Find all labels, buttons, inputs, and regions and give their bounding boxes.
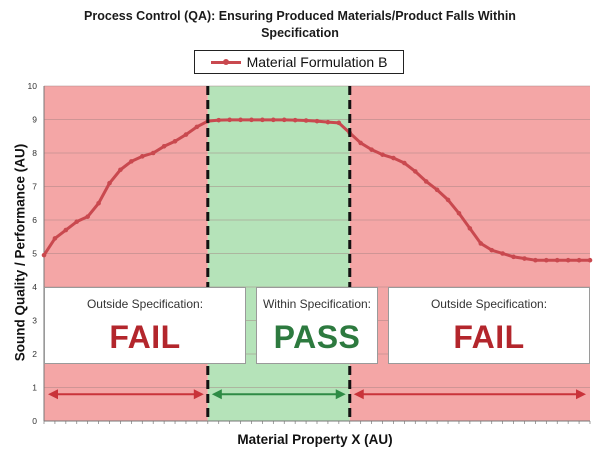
data-point: [96, 200, 101, 206]
zone-box-right: Outside Specification: FAIL: [388, 287, 590, 364]
data-point: [52, 236, 58, 241]
data-point: [554, 257, 560, 263]
data-point: [533, 257, 538, 263]
legend-label: Material Formulation B: [246, 54, 388, 70]
data-point: [445, 197, 451, 203]
data-point: [183, 132, 189, 137]
chart-title-line1: Process Control (QA): Ensuring Produced …: [84, 9, 516, 23]
data-point: [565, 257, 571, 263]
data-point: [380, 152, 385, 157]
data-point: [63, 227, 69, 233]
y-tick-label: 10: [28, 81, 38, 91]
zone-box-middle: Within Specification: PASS: [256, 287, 378, 364]
zone-right-heading: Outside Specification:: [430, 297, 548, 311]
zone-left-heading: Outside Specification:: [86, 297, 204, 311]
data-point: [41, 252, 47, 258]
data-point: [194, 124, 200, 130]
zone-middle-heading: Within Specification:: [262, 297, 372, 311]
y-tick-label: 7: [32, 182, 37, 192]
y-tick-label: 6: [32, 215, 37, 225]
data-point: [249, 117, 254, 123]
data-point: [161, 144, 167, 149]
chart-legend: Material Formulation B: [194, 50, 404, 74]
data-point: [139, 154, 145, 159]
y-tick-label: 5: [32, 249, 37, 259]
chart-title: Process Control (QA): Ensuring Produced …: [0, 8, 600, 42]
data-point: [412, 169, 418, 174]
fail-arrow-right-head-right: [576, 389, 586, 400]
data-point: [456, 211, 462, 216]
data-point: [511, 254, 516, 260]
chart-title-line2: Specification: [261, 26, 339, 40]
data-point: [314, 118, 320, 124]
data-point: [85, 214, 90, 219]
x-axis-label: Material Property X (AU): [237, 432, 393, 447]
data-point: [489, 247, 495, 253]
fail-arrow-right-head-left: [353, 389, 364, 400]
y-tick-label: 9: [32, 115, 37, 125]
data-point: [325, 119, 331, 125]
data-point: [544, 257, 549, 263]
fail-arrow-left-head-left: [48, 389, 58, 400]
data-point: [292, 117, 298, 123]
data-point: [500, 251, 505, 256]
data-point: [402, 160, 407, 166]
data-point: [238, 117, 243, 123]
data-point: [522, 256, 527, 261]
data-point: [423, 179, 429, 184]
y-tick-label: 3: [32, 316, 37, 326]
data-point: [336, 120, 342, 126]
data-point: [216, 117, 222, 123]
pass-arrow-head-left: [211, 389, 222, 400]
fail-arrow-left-head-right: [193, 389, 204, 400]
data-point: [118, 167, 123, 173]
data-point: [281, 117, 287, 123]
data-point: [227, 117, 232, 123]
data-point: [172, 138, 178, 144]
pass-arrow-head-right: [335, 389, 346, 400]
zone-right-verdict: FAIL: [453, 319, 525, 355]
data-point: [434, 187, 440, 193]
data-point: [150, 150, 156, 156]
data-point: [576, 257, 582, 263]
data-point: [260, 117, 265, 123]
y-tick-label: 4: [32, 282, 37, 292]
data-point: [369, 147, 374, 152]
data-point: [129, 159, 134, 164]
y-tick-label: 8: [32, 148, 37, 158]
y-tick-label: 0: [32, 416, 37, 426]
zone-middle-verdict: PASS: [273, 319, 361, 355]
data-point: [391, 155, 396, 161]
data-point: [478, 241, 484, 246]
zone-box-left: Outside Specification: FAIL: [44, 287, 246, 364]
y-tick-label: 1: [32, 383, 37, 393]
data-point: [587, 257, 593, 263]
data-point: [303, 118, 309, 123]
data-point: [467, 226, 473, 231]
y-axis-label: Sound Quality / Performance (AU): [12, 143, 28, 362]
y-tick-label: 2: [32, 349, 37, 359]
data-point: [74, 219, 80, 224]
zone-left-verdict: FAIL: [109, 319, 181, 355]
data-point: [271, 117, 276, 123]
data-point: [358, 140, 363, 146]
legend-line-marker-icon: [210, 58, 241, 65]
data-point: [107, 180, 112, 186]
